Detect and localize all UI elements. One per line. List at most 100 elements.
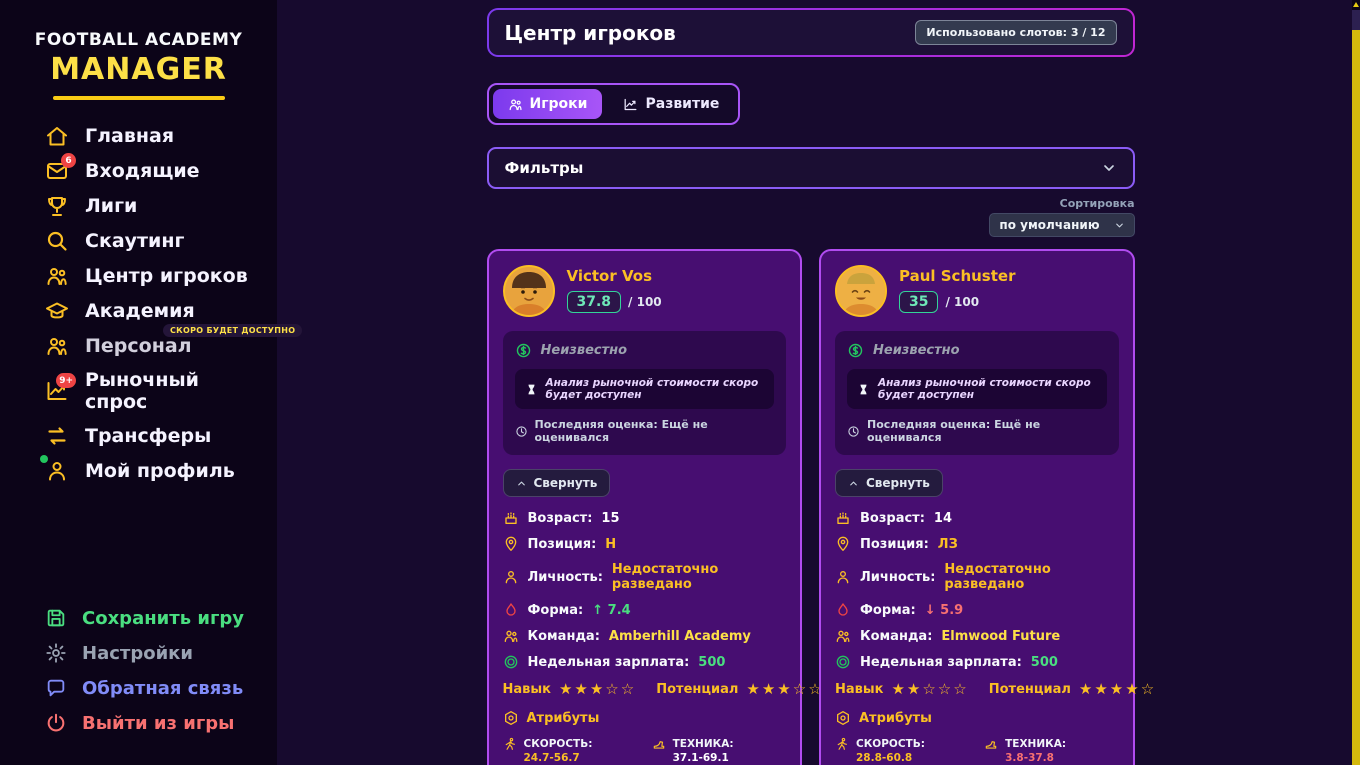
main-content: Центр игроков Использовано слотов: 3 / 1… (277, 0, 1344, 765)
market-value-panel: Неизвестно Анализ рыночной стоимости ско… (502, 331, 786, 455)
attr-speed: СКОРОСТЬ: 28.8-60.8 (835, 737, 976, 765)
save-icon (45, 607, 67, 629)
transfers-icon (45, 424, 69, 448)
scroll-up-arrow[interactable] (1353, 2, 1359, 7)
home-icon (45, 124, 69, 148)
stars-row: Навык ★★★☆☆ Потенциал ★★★☆☆ (502, 680, 824, 698)
team-row: Команда: Amberhill Academy (503, 628, 787, 644)
sidebar-item-player-center[interactable]: Центр игроков (45, 264, 277, 288)
player-details: Возраст: 15 Позиция: Н Личность: Недоста… (503, 510, 787, 670)
sidebar-item-transfers[interactable]: Трансферы (45, 424, 277, 448)
pin-icon (503, 536, 519, 552)
skill-stars: ★★★☆☆ (558, 680, 637, 698)
filters-toggle[interactable]: Фильтры (486, 147, 1135, 189)
team-row: Команда: Elmwood Future (835, 628, 1119, 644)
attr-technique: ТЕХНИКА: 3.8-37.8 (984, 737, 1118, 765)
logo-line1: FOOTBALL ACADEMY (34, 30, 243, 50)
page-scrollbar[interactable] (1352, 0, 1360, 765)
player-details: Возраст: 14 Позиция: ЛЗ Личность: Недост… (835, 510, 1119, 670)
slots-used-badge: Использовано слотов: 3 / 12 (915, 20, 1117, 45)
sidebar-nav: Главная 6 Входящие Лиги Скаутинг Центр и… (0, 124, 303, 494)
team-value: Elmwood Future (941, 628, 1061, 644)
flame-icon (503, 602, 519, 618)
sort-select[interactable]: по умолчанию (989, 213, 1135, 237)
personality-value: Недостаточно разведано (611, 562, 719, 592)
attributes-grid: СКОРОСТЬ: 28.8-60.8 ТЕХНИКА: 3.8-37.8 ПА… (835, 737, 1119, 765)
market-chart-icon: 9+ (45, 373, 76, 403)
chart-icon (623, 97, 638, 112)
page-header: Центр игроков Использовано слотов: 3 / 1… (486, 8, 1135, 57)
academy-icon (45, 299, 69, 323)
sidebar-item-scouting[interactable]: Скаутинг (45, 229, 277, 253)
scrollbar-thumb[interactable] (1352, 10, 1360, 30)
potential-stars: ★★★★☆ (1078, 680, 1157, 698)
inbox-unread-badge: 6 (61, 153, 76, 168)
sidebar-item-my-profile[interactable]: Мой профиль (40, 455, 277, 483)
logo-underline (52, 96, 225, 100)
coming-soon-badge: СКОРО БУДЕТ ДОСТУПНО (163, 324, 303, 337)
last-evaluation: Последняя оценка: Ещё не оценивался (847, 418, 1107, 444)
filters-title: Фильтры (504, 159, 584, 177)
position-value: Н (605, 536, 617, 552)
dollar-icon (515, 342, 532, 359)
attr-technique: ТЕХНИКА: 37.1-69.1 (652, 737, 786, 765)
last-evaluation: Последняя оценка: Ещё не оценивался (515, 418, 775, 444)
sidebar-item-leagues[interactable]: Лиги (45, 194, 277, 218)
market-value-unknown: Неизвестно (540, 343, 628, 358)
team-icon (503, 628, 519, 644)
runner-icon (835, 737, 849, 751)
profile-icon (40, 455, 69, 483)
player-cards-row: Victor Vos 37.8 / 100 Неизвестно А (486, 249, 1157, 765)
player-card-paul-schuster: Paul Schuster 35 / 100 Неизвестно (819, 249, 1157, 765)
hourglass-icon (525, 383, 538, 396)
wage-row: Недельная зарплата: 500 (835, 654, 1119, 670)
hourglass-icon (857, 383, 870, 396)
logo-line2: MANAGER (50, 52, 227, 87)
sidebar-item-market-demand[interactable]: 9+ Рыночный спрос (45, 369, 277, 413)
players-icon (508, 97, 523, 112)
position-row: Позиция: ЛЗ (835, 536, 1119, 552)
feedback-button[interactable]: Обратная связь (45, 677, 277, 699)
exit-game-button[interactable]: Выйти из игры (45, 712, 277, 734)
attributes-grid: СКОРОСТЬ: 24.7-56.7 ТЕХНИКА: 37.1-69.1 П… (503, 737, 787, 765)
view-tabs: Игроки Развитие (486, 83, 741, 125)
age-value: 15 (601, 510, 620, 526)
search-icon (45, 229, 69, 253)
sidebar-item-home[interactable]: Главная (45, 124, 277, 148)
gear-icon (45, 642, 67, 664)
player-avatar (835, 265, 887, 317)
form-value: ↓ 5.9 (924, 602, 964, 618)
person-icon (835, 569, 851, 585)
attributes-header: Атрибуты (503, 710, 787, 726)
skill-stars: ★★☆☆☆ (891, 680, 969, 698)
runner-icon (503, 737, 517, 751)
wage-value: 500 (698, 654, 726, 670)
tab-players[interactable]: Игроки (492, 89, 603, 119)
player-avatar (502, 265, 555, 317)
players-icon (45, 264, 69, 288)
player-name: Victor Vos (566, 267, 653, 285)
player-rating: 37.8 (566, 291, 622, 313)
tab-development[interactable]: Развитие (608, 89, 734, 119)
chat-icon (45, 677, 67, 699)
form-value: ↑ 7.4 (592, 602, 631, 618)
team-icon (835, 628, 851, 644)
market-demand-badge: 9+ (56, 373, 76, 389)
sidebar-item-academy[interactable]: Академия (45, 299, 277, 323)
stars-row: Навык ★★☆☆☆ Потенциал ★★★★☆ (835, 680, 1157, 698)
collapse-button[interactable]: Свернуть (502, 469, 611, 497)
collapse-button[interactable]: Свернуть (835, 469, 943, 497)
save-game-button[interactable]: Сохранить игру (45, 607, 277, 629)
age-row: Возраст: 14 (835, 510, 1119, 526)
sidebar: FOOTBALL ACADEMY MANAGER Главная 6 Входя… (0, 0, 303, 765)
wage-value: 500 (1030, 654, 1058, 670)
settings-button[interactable]: Настройки (45, 642, 277, 664)
mail-icon: 6 (45, 153, 76, 183)
sidebar-item-inbox[interactable]: 6 Входящие (45, 153, 277, 183)
team-value: Amberhill Academy (608, 628, 751, 644)
attributes-icon (503, 710, 519, 726)
personality-row: Личность: Недостаточно разведано (503, 562, 787, 592)
market-value-unknown: Неизвестно (873, 343, 960, 358)
wage-row: Недельная зарплата: 500 (503, 654, 787, 670)
potential-stars: ★★★☆☆ (746, 680, 824, 698)
